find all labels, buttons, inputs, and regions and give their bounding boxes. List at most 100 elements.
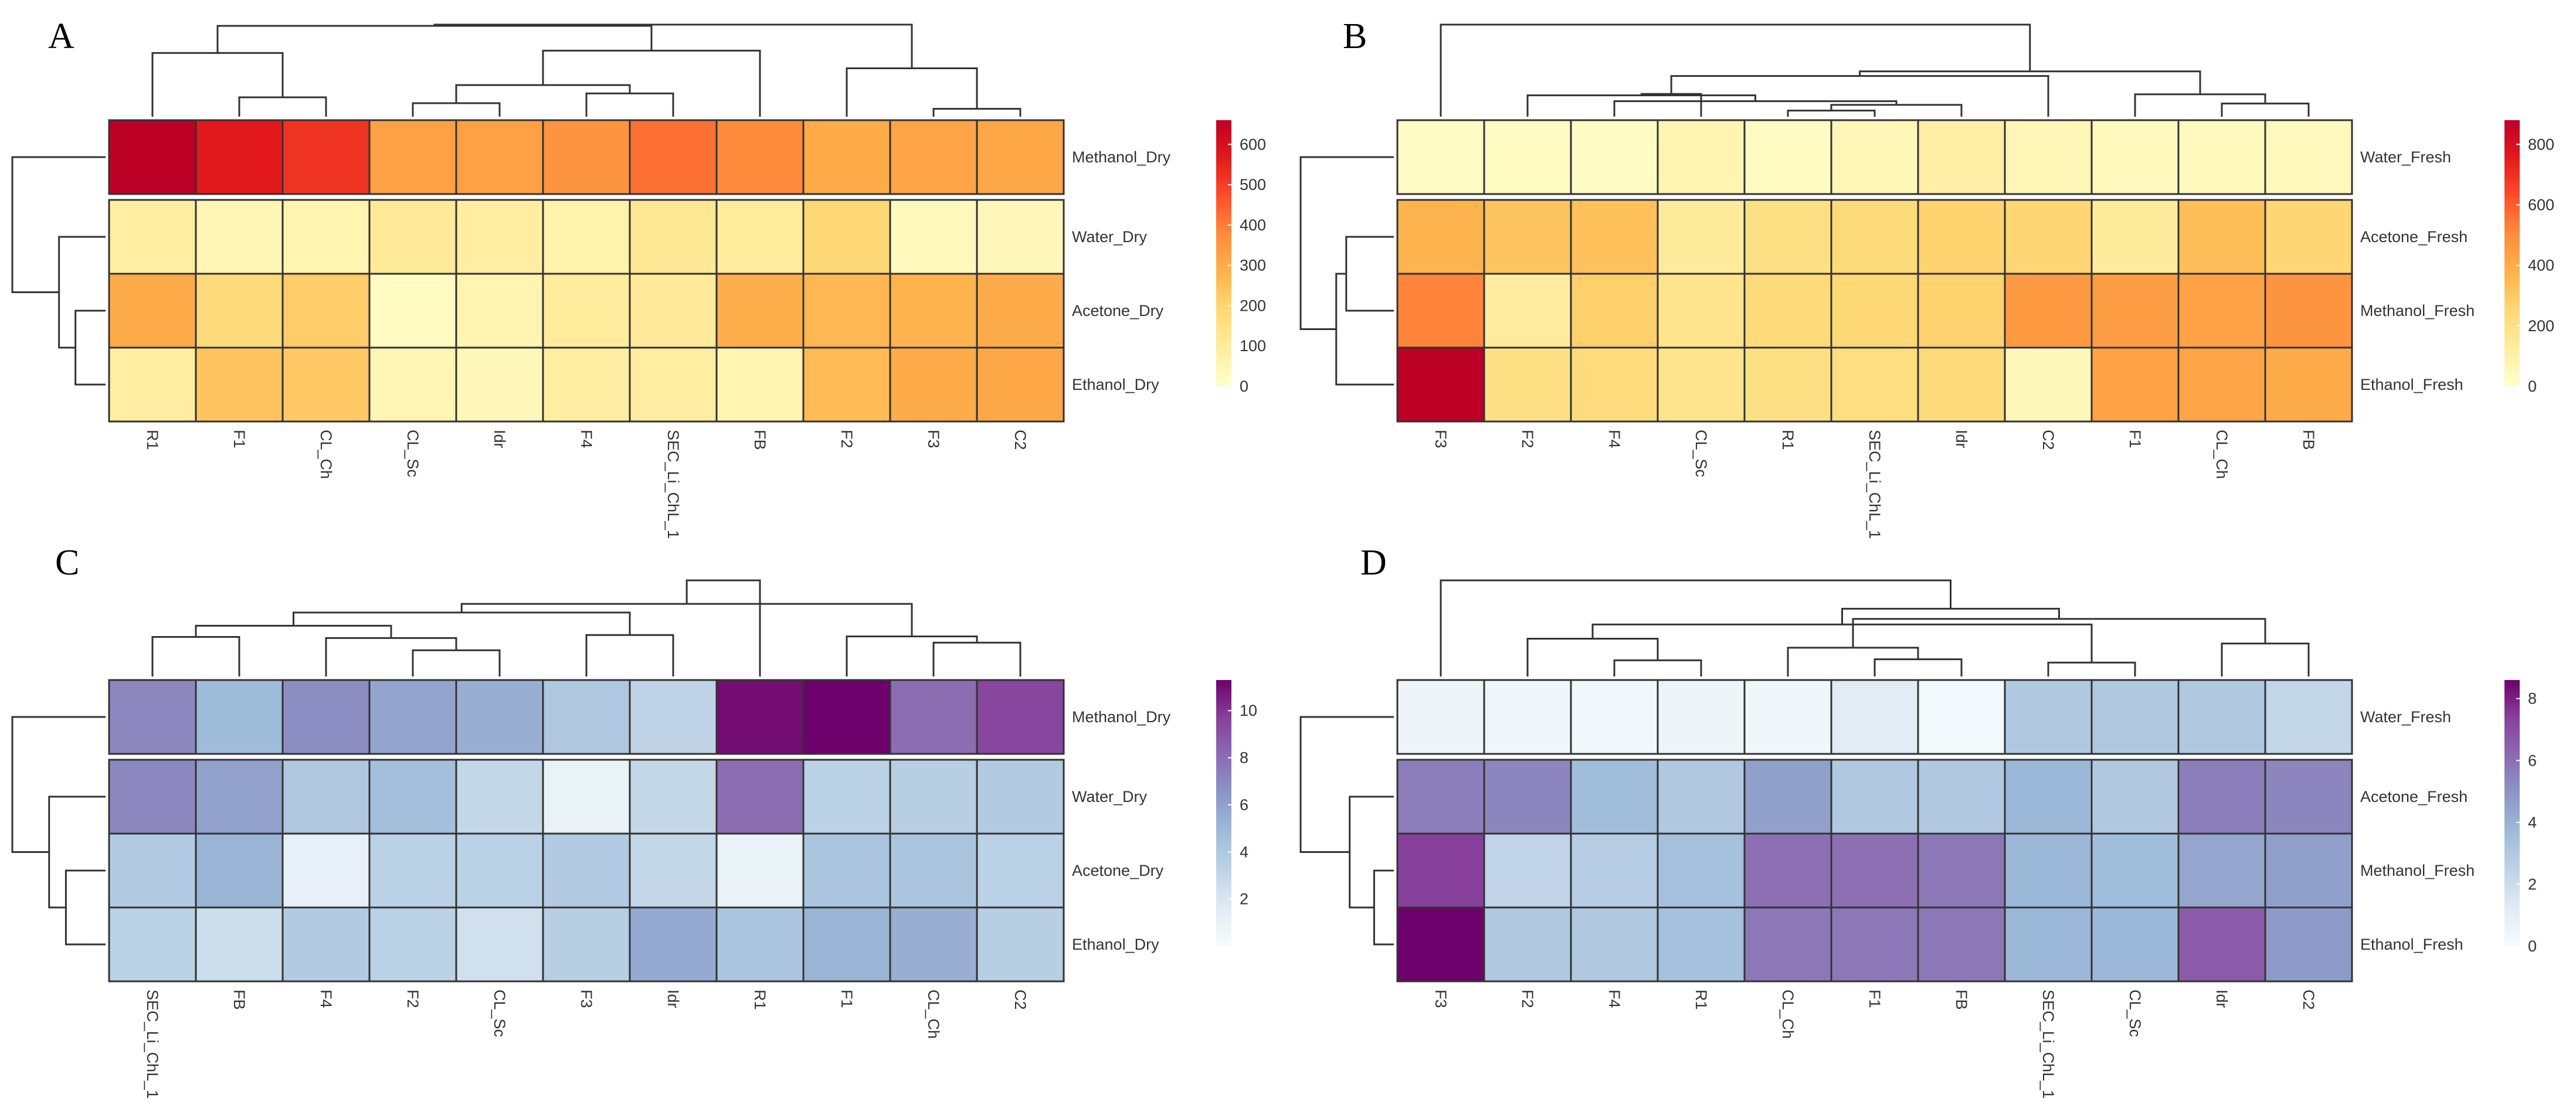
heatmap-cell	[455, 273, 544, 349]
heatmap-cell	[368, 832, 457, 909]
heatmap-cell	[281, 273, 371, 349]
column-label: CL_Ch	[1779, 990, 1797, 1039]
heatmap-cell	[1917, 679, 2006, 755]
row-label: Water_Fresh	[2360, 148, 2451, 166]
colorbar-tick-label: 4	[1240, 843, 1248, 861]
heatmap-cell	[542, 906, 631, 983]
colorbar	[1216, 120, 1231, 386]
heatmap-cell	[195, 199, 284, 275]
row-label: Methanol_Fresh	[2360, 302, 2475, 319]
heatmap-cell	[1830, 119, 1919, 195]
heatmap-cell	[455, 906, 544, 983]
column-label: FB	[1953, 990, 1970, 1010]
heatmap-cell	[802, 273, 891, 349]
heatmap-cell	[455, 759, 544, 835]
heatmap-cell	[1743, 273, 1832, 349]
heatmap-cell	[1743, 832, 1832, 909]
row-label: Acetone_Fresh	[2360, 228, 2468, 246]
heatmap-cell	[1396, 273, 1485, 349]
heatmap-cell	[2177, 832, 2266, 909]
heatmap-cell	[2177, 119, 2266, 195]
heatmap-cell	[2090, 832, 2180, 909]
colorbar-tick-label: 600	[1240, 135, 1266, 153]
heatmap-cell	[1483, 759, 1572, 835]
heatmap-cell	[976, 119, 1065, 195]
column-label: SEC_Li_ChL_1	[664, 430, 682, 539]
heatmap-cell	[195, 119, 284, 195]
heatmap-cell	[802, 199, 891, 275]
colorbar-tick-label: 6	[1240, 796, 1248, 814]
colorbar-tick-label: 8	[1240, 749, 1248, 767]
heatmap-cell	[108, 759, 197, 835]
heatmap-cell	[2004, 119, 2093, 195]
column-label: R1	[1692, 990, 1710, 1010]
column-label: C2	[2039, 430, 2057, 450]
heatmap-cell	[1830, 199, 1919, 275]
panel-letter: C	[55, 543, 79, 583]
heatmap-cell	[976, 906, 1065, 983]
heatmap-cell	[976, 346, 1065, 423]
row-label: Ethanol_Fresh	[2360, 376, 2463, 393]
heatmap-cell	[195, 832, 284, 909]
heatmap-cell	[629, 346, 718, 423]
column-label: F2	[838, 430, 856, 448]
column-label: C2	[1012, 990, 1029, 1010]
heatmap-cell	[629, 906, 718, 983]
heatmap-cell	[1917, 759, 2006, 835]
heatmap-cell	[2090, 273, 2180, 349]
heatmap-cell	[368, 759, 457, 835]
heatmap-cell	[1396, 119, 1485, 195]
column-label: F3	[925, 430, 942, 448]
colorbar-tick-label: 8	[2528, 690, 2537, 708]
heatmap-cell	[455, 119, 544, 195]
heatmap-cell	[108, 346, 197, 423]
heatmap-cell	[1743, 346, 1832, 423]
column-label: CL_Ch	[2213, 430, 2231, 479]
column-label: SEC_Li_ChL_1	[144, 990, 161, 1099]
heatmap-cell	[1657, 906, 1746, 983]
heatmap-cell	[1657, 119, 1746, 195]
heatmap-cell	[2004, 906, 2093, 983]
heatmap-cell	[629, 199, 718, 275]
heatmap-cell	[1830, 273, 1919, 349]
heatmap-cell	[715, 679, 805, 755]
column-label: SEC_Li_ChL_1	[1866, 430, 1883, 539]
heatmap-cell	[2090, 119, 2180, 195]
heatmap-cell	[542, 832, 631, 909]
row-label: Methanol_Fresh	[2360, 862, 2475, 879]
column-label: F2	[404, 990, 422, 1008]
colorbar	[2504, 120, 2520, 386]
column-label: F4	[578, 430, 595, 448]
row-label: Methanol_Dry	[1072, 708, 1171, 726]
column-label: F3	[1432, 990, 1450, 1008]
heatmap-cell	[1483, 679, 1572, 755]
heatmap-cell	[1917, 273, 2006, 349]
heatmap-cell	[195, 906, 284, 983]
column-dendrogram	[1440, 23, 2310, 117]
heatmap-cell	[1570, 906, 1659, 983]
heatmap-cell	[1396, 199, 1485, 275]
heatmap-cell	[1483, 119, 1572, 195]
heatmap-cell	[629, 679, 718, 755]
panel-d: D Water_Fresh Acetone_Fresh Methanol_Fresh E…	[1299, 543, 2537, 1099]
heatmap-cell	[976, 679, 1065, 755]
heatmap-cell	[542, 119, 631, 195]
heatmap-cell	[1570, 273, 1659, 349]
heatmap-cell	[2090, 906, 2180, 983]
column-dendrogram	[151, 23, 1021, 117]
column-label: Idr	[664, 990, 682, 1008]
heatmap-cell	[108, 273, 197, 349]
colorbar-tick-label: 200	[1240, 297, 1266, 314]
heatmap-cell	[108, 199, 197, 275]
column-label: Idr	[491, 430, 508, 448]
column-label: F3	[1432, 430, 1450, 448]
heatmap-cell	[1830, 906, 1919, 983]
column-label: Idr	[1953, 430, 1970, 448]
heatmap-cell	[1570, 346, 1659, 423]
heatmap-cell	[802, 679, 891, 755]
colorbar-tick-label: 500	[1240, 176, 1266, 193]
column-label: FB	[2300, 430, 2317, 450]
heatmap-cell	[629, 832, 718, 909]
row-label: Ethanol_Dry	[1072, 936, 1159, 953]
column-label: CL_Ch	[317, 430, 335, 479]
